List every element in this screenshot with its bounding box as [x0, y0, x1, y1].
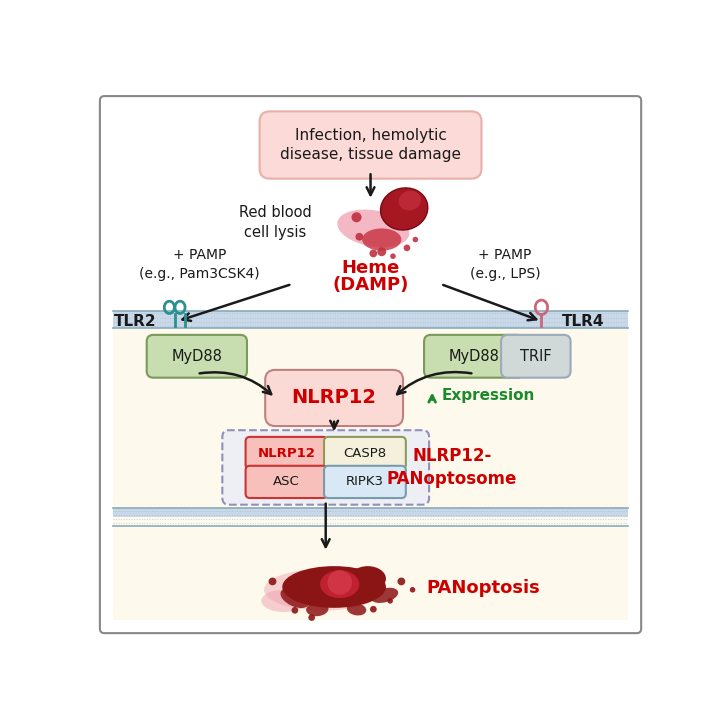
FancyBboxPatch shape: [324, 466, 406, 498]
Text: PANoptosis: PANoptosis: [427, 579, 540, 597]
FancyBboxPatch shape: [246, 437, 328, 469]
Circle shape: [356, 233, 363, 240]
FancyBboxPatch shape: [260, 111, 482, 178]
FancyBboxPatch shape: [265, 370, 403, 426]
FancyBboxPatch shape: [147, 335, 247, 378]
Text: MyD88: MyD88: [171, 349, 222, 364]
Text: Expression: Expression: [442, 388, 535, 404]
Circle shape: [377, 248, 386, 256]
Ellipse shape: [362, 228, 401, 251]
Circle shape: [413, 237, 418, 243]
Circle shape: [390, 253, 395, 259]
Text: CASP8: CASP8: [343, 446, 387, 459]
Ellipse shape: [349, 566, 386, 591]
Circle shape: [388, 598, 393, 604]
Ellipse shape: [371, 588, 398, 603]
FancyBboxPatch shape: [501, 335, 570, 378]
Circle shape: [398, 578, 406, 586]
Bar: [113, 518, 628, 620]
Text: + PAMP
(e.g., Pam3CSK4): + PAMP (e.g., Pam3CSK4): [140, 248, 260, 281]
Text: NLRP12-
PANoptosome: NLRP12- PANoptosome: [387, 447, 517, 488]
Ellipse shape: [282, 566, 386, 608]
FancyBboxPatch shape: [324, 437, 406, 469]
Circle shape: [351, 212, 362, 222]
FancyBboxPatch shape: [424, 335, 524, 378]
Circle shape: [308, 614, 315, 621]
FancyBboxPatch shape: [100, 96, 641, 633]
Text: (DAMP): (DAMP): [333, 276, 408, 294]
Ellipse shape: [306, 602, 328, 616]
Circle shape: [328, 570, 352, 595]
Ellipse shape: [398, 191, 421, 210]
Circle shape: [369, 250, 377, 257]
FancyBboxPatch shape: [223, 430, 429, 505]
Ellipse shape: [261, 590, 306, 612]
Ellipse shape: [281, 588, 309, 608]
Text: ASC: ASC: [273, 475, 300, 488]
Text: Infection, hemolytic
disease, tissue damage: Infection, hemolytic disease, tissue dam…: [280, 128, 461, 162]
Ellipse shape: [338, 209, 409, 247]
Circle shape: [403, 245, 411, 251]
Circle shape: [410, 587, 415, 593]
Text: NLRP12: NLRP12: [257, 446, 315, 459]
Text: TRIF: TRIF: [520, 349, 552, 364]
Text: NLRP12: NLRP12: [291, 388, 377, 407]
Circle shape: [370, 606, 377, 612]
Text: TLR4: TLR4: [562, 314, 604, 329]
Ellipse shape: [264, 569, 382, 611]
Text: Red blood
cell lysis: Red blood cell lysis: [239, 206, 312, 240]
Bar: [113, 508, 628, 526]
Text: TLR2: TLR2: [114, 314, 156, 329]
Circle shape: [291, 607, 299, 614]
Text: + PAMP
(e.g., LPS): + PAMP (e.g., LPS): [470, 248, 540, 281]
Bar: [113, 329, 628, 508]
Text: MyD88: MyD88: [449, 349, 500, 364]
Text: Heme: Heme: [341, 259, 400, 277]
Ellipse shape: [347, 603, 367, 615]
Ellipse shape: [320, 570, 359, 598]
FancyBboxPatch shape: [246, 466, 328, 498]
Bar: [113, 310, 628, 329]
FancyArrowPatch shape: [397, 372, 471, 394]
Ellipse shape: [380, 188, 428, 230]
FancyArrowPatch shape: [200, 373, 271, 394]
Circle shape: [268, 578, 276, 586]
Text: RIPK3: RIPK3: [346, 475, 384, 488]
